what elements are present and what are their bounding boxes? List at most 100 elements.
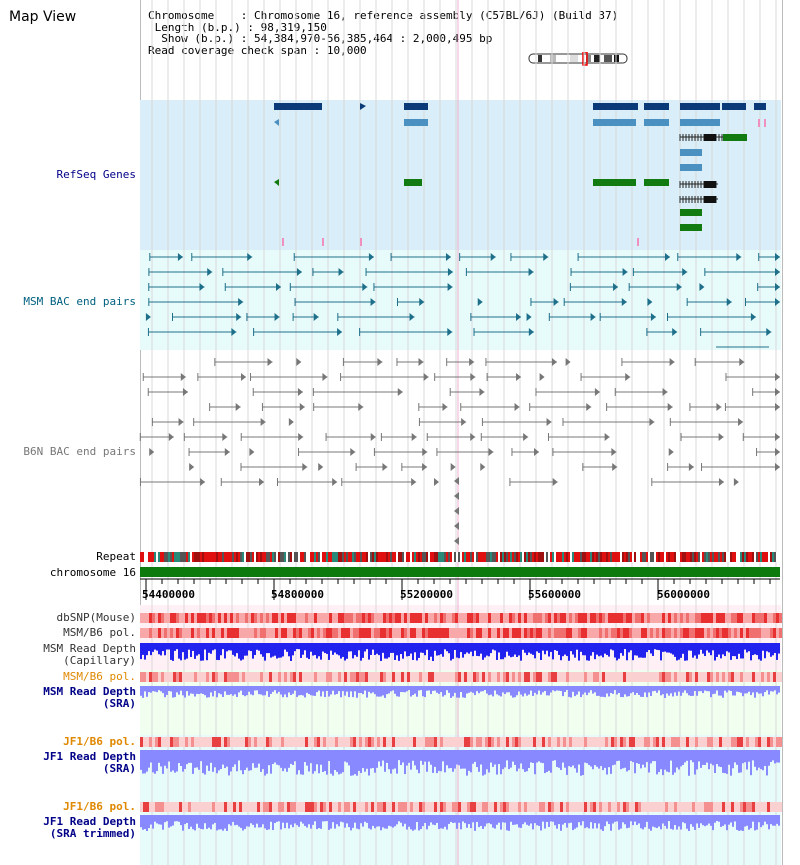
polymorphism-cell: [626, 628, 629, 638]
polymorphism-cell: [149, 802, 152, 812]
bac-end-pair: [298, 433, 304, 441]
polymorphism-cell: [302, 802, 305, 812]
read-depth-bar: [748, 643, 750, 652]
read-depth-bar: [256, 750, 258, 768]
repeat-element: [748, 552, 750, 562]
read-depth-bar: [392, 750, 394, 770]
read-depth-bar: [278, 643, 280, 658]
repeat-element: [326, 552, 328, 562]
read-depth-bar: [538, 686, 540, 691]
polymorphism-cell: [599, 628, 602, 638]
read-depth-bar: [484, 686, 486, 691]
polymorphism-cell: [662, 613, 665, 623]
read-depth-bar: [456, 643, 458, 658]
polymorphism-cell: [437, 802, 440, 812]
polymorphism-cell: [527, 613, 530, 623]
read-depth-bar: [494, 815, 496, 829]
polymorphism-cell: [413, 802, 416, 812]
read-depth-bar: [568, 686, 570, 697]
read-depth-bar: [662, 750, 664, 776]
polymorphism-cell: [536, 613, 539, 623]
read-depth-bar: [570, 686, 572, 698]
read-depth-bar: [604, 815, 606, 827]
read-depth-bar: [164, 750, 166, 766]
bac-end-pair: [274, 313, 280, 321]
read-depth-bar: [284, 686, 286, 695]
polymorphism-cell: [755, 613, 758, 623]
polymorphism-cell: [566, 672, 569, 682]
read-depth-bar: [528, 686, 530, 695]
polymorphism-cell: [635, 802, 638, 812]
read-depth-bar: [450, 643, 452, 661]
read-depth-bar: [552, 815, 554, 822]
repeat-element: [758, 552, 760, 562]
bac-end-pair: [189, 463, 195, 471]
read-depth-bar: [658, 750, 660, 773]
read-depth-bar: [396, 815, 398, 825]
read-depth-bar: [772, 686, 774, 692]
repeat-element: [702, 552, 704, 562]
polymorphism-cell: [473, 613, 476, 623]
read-depth-bar: [374, 643, 376, 655]
read-depth-bar: [462, 750, 464, 769]
polymorphism-cell: [608, 672, 611, 682]
read-depth-bar: [366, 750, 368, 769]
bac-end-pair: [322, 373, 328, 381]
polymorphism-cell: [143, 737, 146, 747]
read-depth-bar: [726, 750, 728, 774]
read-depth-bar: [666, 643, 668, 653]
read-depth-bar: [734, 686, 736, 696]
polymorphism-cell: [185, 802, 188, 812]
polymorphism-cell: [446, 672, 449, 682]
read-depth-bar: [692, 750, 694, 763]
polymorphism-cell: [683, 628, 686, 638]
repeat-element: [476, 552, 478, 562]
read-depth-bar: [622, 750, 624, 769]
bac-end-pair: [733, 478, 739, 486]
polymorphism-cell: [386, 613, 389, 623]
read-depth-bar: [360, 815, 362, 824]
read-depth-bar: [346, 686, 348, 692]
polymorphism-cell: [386, 737, 389, 747]
read-depth-bar: [664, 750, 666, 770]
repeat-element: [182, 552, 184, 562]
read-depth-bar: [418, 815, 420, 831]
read-depth-bar: [338, 643, 340, 656]
polymorphism-cell: [398, 672, 401, 682]
polymorphism-cell: [533, 802, 536, 812]
read-depth-bar: [674, 686, 676, 693]
polymorphism-cell: [560, 672, 563, 682]
read-depth-bar: [490, 750, 492, 763]
polymorphism-cell: [611, 802, 614, 812]
polymorphism-cell: [707, 802, 710, 812]
read-depth-bar: [764, 815, 766, 822]
read-depth-bar: [532, 643, 534, 655]
gene-feature: [644, 179, 669, 186]
read-depth-bar: [482, 750, 484, 776]
read-depth-bar: [250, 750, 252, 771]
read-depth-bar: [288, 686, 290, 693]
polymorphism-cell: [356, 613, 359, 623]
read-depth-bar: [746, 815, 748, 826]
polymorphism-cell: [170, 613, 173, 623]
repeat-element: [144, 552, 146, 562]
polymorphism-cell: [395, 802, 398, 812]
read-depth-bar: [414, 686, 416, 694]
repeat-element: [438, 552, 440, 562]
polymorphism-cell: [404, 628, 407, 638]
chromosome-ideogram[interactable]: [528, 52, 630, 66]
polymorphism-cell: [434, 672, 437, 682]
polymorphism-cell: [521, 802, 524, 812]
read-depth-bar: [688, 750, 690, 776]
read-depth-bar: [532, 815, 534, 830]
repeat-element: [370, 552, 372, 562]
polymorphism-cell: [206, 628, 209, 638]
repeat-element: [594, 552, 596, 562]
polymorphism-cell: [380, 802, 383, 812]
read-depth-bar: [302, 815, 304, 824]
polymorphism-cell: [719, 613, 722, 623]
repeat-element: [740, 552, 742, 562]
read-depth-bar: [772, 815, 774, 826]
repeat-element: [570, 552, 572, 562]
